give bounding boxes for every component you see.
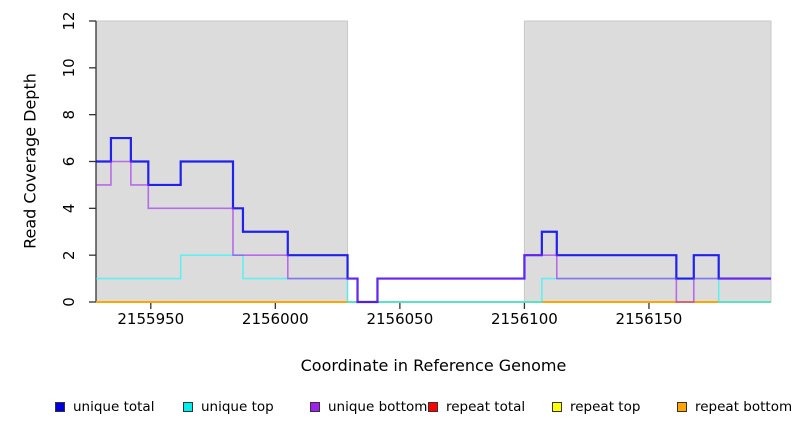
series-unique-top <box>96 254 771 303</box>
series-unique-bottom <box>96 160 771 303</box>
x-tick-label: 2156000 <box>242 310 309 328</box>
y-tick-label: 6 <box>60 157 78 167</box>
x-tick-label: 2156150 <box>616 310 683 328</box>
y-tick-label: 10 <box>60 58 78 77</box>
y-tick-label: 0 <box>60 297 78 307</box>
x-tick-label: 2156100 <box>491 310 558 328</box>
y-axis-title: Read Coverage Depth <box>20 73 40 249</box>
y-tick-label: 12 <box>60 11 78 30</box>
y-tick-label: 4 <box>60 204 78 214</box>
x-axis-title: Coordinate in Reference Genome <box>300 356 567 375</box>
x-tick-label: 2156050 <box>366 310 433 328</box>
y-tick-label: 8 <box>60 110 78 120</box>
shaded-region <box>523 20 772 303</box>
x-tick-label: 2155950 <box>117 310 184 328</box>
y-tick-label: 2 <box>60 250 78 260</box>
